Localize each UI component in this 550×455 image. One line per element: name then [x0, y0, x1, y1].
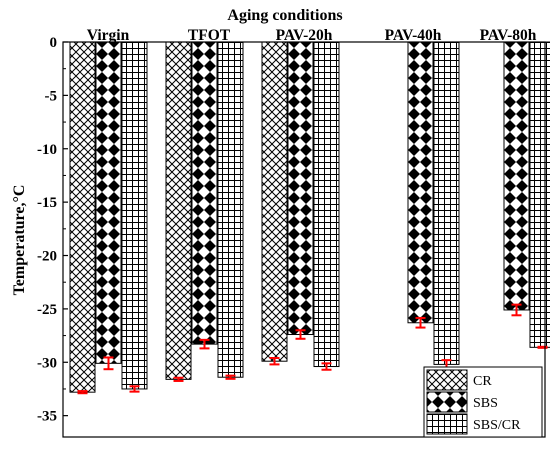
error-bar	[199, 338, 210, 350]
bar-sbs-cr-pav-80h	[529, 41, 550, 348]
category-label: PAV-20h	[276, 27, 333, 44]
legend-label: CR	[473, 374, 492, 389]
category-label: TFOT	[188, 27, 231, 44]
error-bar	[511, 303, 522, 317]
bar-sbs-pav-40h	[407, 41, 434, 324]
error-bar	[103, 356, 114, 371]
y-tick-label: -35	[37, 409, 57, 425]
bars	[69, 41, 550, 393]
error-bars	[77, 303, 548, 395]
error-bar	[415, 316, 426, 329]
error-bar	[173, 376, 184, 382]
y-tick-label: -10	[37, 142, 57, 158]
legend-swatch	[426, 391, 468, 413]
bar-sbs-pav-80h	[503, 41, 530, 311]
category-label: PAV-80h	[480, 27, 537, 44]
bar-sbs-tfot	[191, 41, 218, 345]
bar-cr-virgin	[69, 41, 96, 393]
y-tick-label: -15	[37, 195, 57, 211]
y-axis-label: Temperature,°C	[11, 185, 28, 296]
error-bar	[77, 390, 88, 395]
legend-label: SBS/CR	[473, 418, 521, 433]
error-bar	[295, 329, 306, 340]
bar-sbs-cr-tfot	[217, 41, 244, 378]
error-bar	[129, 385, 140, 393]
legend-swatch	[426, 369, 468, 391]
legend: CR SBS SBS/CR	[423, 366, 543, 438]
bar-sbs-cr-pav-20h	[313, 41, 340, 368]
y-tick-label: -20	[37, 249, 57, 265]
error-bar	[269, 357, 280, 366]
error-bar	[321, 362, 332, 371]
y-tick-label: -25	[37, 302, 57, 318]
bar-sbs-virgin	[95, 41, 122, 364]
error-bar	[537, 345, 548, 349]
y-ticks: 0 -5 -10 -15 -20 -25 -30 -35	[37, 35, 68, 425]
bar-cr-pav-20h	[261, 41, 288, 362]
bar-sbs-cr-pav-40h	[433, 41, 460, 365]
y-tick-label: -5	[45, 88, 58, 104]
y-tick-label: 0	[50, 35, 58, 51]
category-labels: Virgin TFOT PAV-20h PAV-40h PAV-80h	[87, 27, 537, 44]
category-label: PAV-40h	[385, 27, 442, 44]
bar-cr-tfot	[165, 41, 192, 380]
chart-title: Aging conditions	[227, 7, 342, 24]
bar-sbs-pav-20h	[287, 41, 314, 336]
legend-swatch	[426, 413, 468, 435]
bar-sbs-cr-virgin	[121, 41, 148, 390]
legend-label: SBS	[473, 396, 498, 411]
error-bar	[225, 374, 236, 380]
plot-frame	[62, 41, 546, 438]
category-label: Virgin	[87, 27, 130, 44]
y-tick-label: -30	[37, 355, 57, 371]
